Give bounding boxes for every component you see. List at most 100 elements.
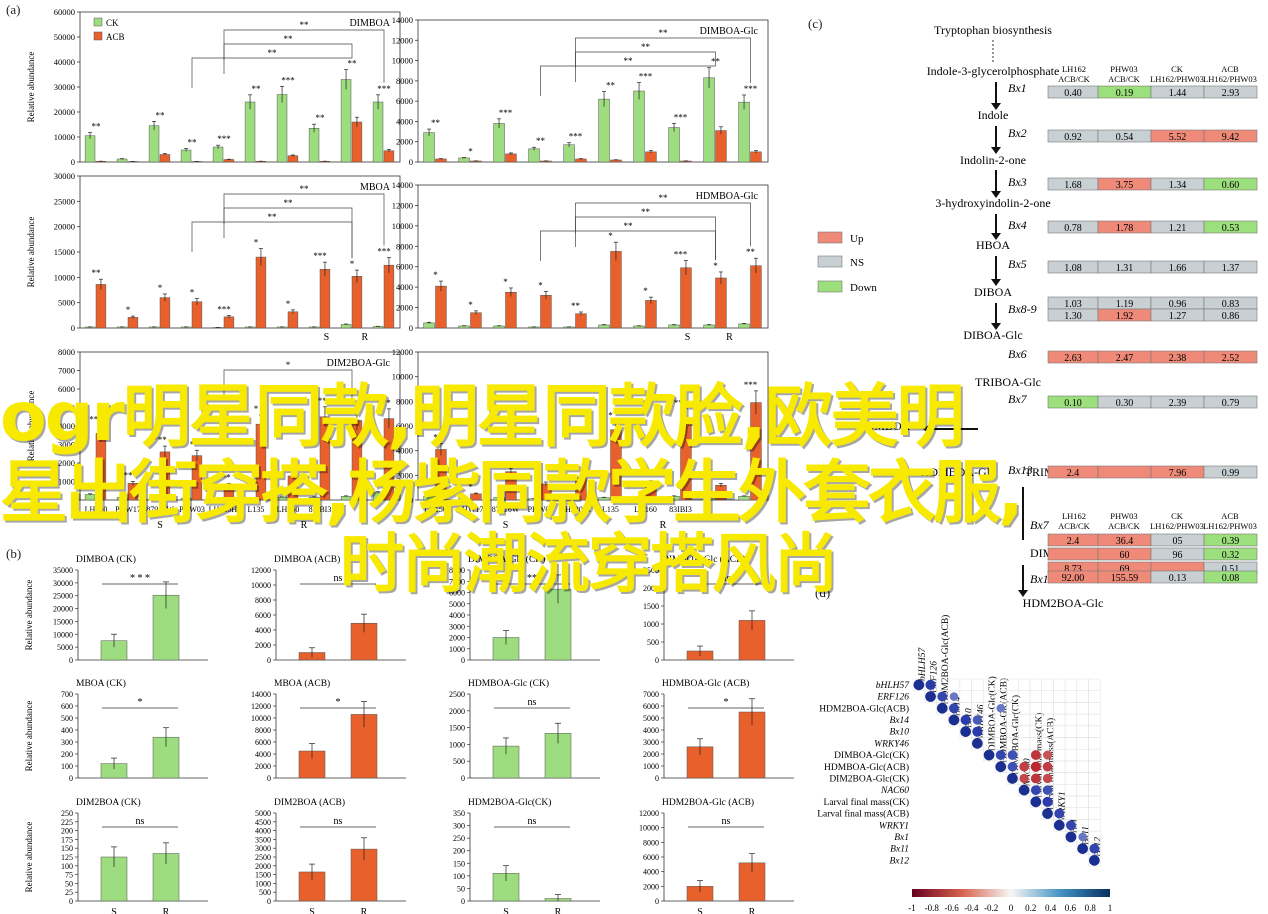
cell-value: 1.92 xyxy=(1116,311,1134,322)
bracket-label: ** xyxy=(268,48,278,58)
grid-cell xyxy=(1064,713,1078,727)
y-tick-label: 20000 xyxy=(54,222,75,232)
grid-cell xyxy=(1041,690,1054,703)
y-tick-label: 4000 xyxy=(643,726,659,735)
chart-title: DIMBOA (ACB) xyxy=(274,554,340,565)
y-tick-label: 0 xyxy=(71,157,75,167)
significance-label: * xyxy=(158,283,163,293)
significance-label: ns xyxy=(722,573,731,584)
bar-ck xyxy=(340,324,352,329)
y-tick-label: 30000 xyxy=(53,579,73,588)
cell-value: 1.37 xyxy=(1222,263,1240,274)
grid-cell xyxy=(1076,725,1089,738)
cell-value: 1.21 xyxy=(1169,223,1187,234)
x-tick-label: LH160 xyxy=(277,505,300,514)
y-tick-label: 5000 xyxy=(255,809,271,818)
enzyme-label: Bx6 xyxy=(1008,347,1027,361)
y-tick-label: 3000 xyxy=(643,738,659,747)
y-tick-label: 7000 xyxy=(58,366,75,376)
y-tick-label: 25000 xyxy=(54,196,75,206)
x-tick-label: LH220Ht xyxy=(209,505,240,514)
cell-value: 1.44 xyxy=(1169,88,1187,99)
chart-title: DIMBOA-Glc (CK) xyxy=(468,554,545,565)
row-label: HDM2BOA-Glc(ACB) xyxy=(819,703,909,714)
significance-bracket xyxy=(575,216,716,260)
significance-label: ** xyxy=(348,59,358,69)
chart-b-3: 0 1000 2000 3000 4000 5000 6000 7000 8000DIMBOA-… xyxy=(449,554,600,665)
x-tick-label: LH220Ht xyxy=(560,505,591,514)
table-header: LH162/PHW03 xyxy=(1203,74,1257,84)
bar-ck xyxy=(340,496,352,501)
cell-value: 0.83 xyxy=(1222,299,1240,310)
grid-cell xyxy=(1064,748,1078,762)
panel-label-b: (b) xyxy=(6,546,22,561)
significance-label: * xyxy=(468,300,473,310)
table-header: ACB xyxy=(1221,511,1239,521)
panel-b-bar-charts: 05000100001500020000250003000035000DIMBO… xyxy=(24,554,794,914)
significance-label: * xyxy=(433,432,438,442)
y-tick-label: 10000 xyxy=(251,581,271,590)
y-tick-label: 10000 xyxy=(54,272,75,282)
y-tick-label: 30000 xyxy=(54,171,75,181)
bar-ck xyxy=(493,123,505,163)
bar-ck xyxy=(423,496,435,501)
significance-label: ns xyxy=(136,816,145,827)
table-header: ACB/CK xyxy=(1058,521,1091,531)
bar-ck xyxy=(633,325,645,329)
y-tick-label: 0 xyxy=(461,656,465,665)
bar-acb xyxy=(287,311,299,329)
significance-bracket xyxy=(223,207,353,259)
significance-label: *** xyxy=(569,132,583,142)
y-tick-label: 0 xyxy=(267,774,271,783)
significance-label: *** xyxy=(217,305,231,315)
significance-label: *** xyxy=(89,414,103,424)
cell-value: 2.63 xyxy=(1064,353,1082,364)
y-tick-label: 75 xyxy=(65,871,73,880)
chart-title: MBOA (ACB) xyxy=(274,678,330,689)
cell-value: 0.32 xyxy=(1222,550,1240,561)
table-header: LH162/PHW03 xyxy=(1203,521,1257,531)
significance-label: * xyxy=(190,287,195,297)
bar-ck xyxy=(276,94,288,163)
grid-cell xyxy=(1064,772,1078,785)
cell-value: 1.30 xyxy=(1064,311,1082,322)
bar-acb xyxy=(540,295,552,329)
y-tick-label: 30000 xyxy=(54,82,75,92)
panel-d-correlation-matrix: bHLH57bHLH57ERF126ERF126HDM2BOA-Glc(ACB)… xyxy=(817,615,1112,913)
significance-label: * xyxy=(254,404,259,414)
grid-cell xyxy=(1088,772,1101,785)
bar-ck xyxy=(212,497,224,501)
row-label: DIM2BOA-Glc(CK) xyxy=(829,773,909,784)
table-header: CK xyxy=(1171,64,1184,74)
significance-label: *** xyxy=(377,84,391,94)
metabolite-hdm2boa-glc: HDM2BOA-Glc xyxy=(1023,596,1104,610)
table-header: ACB/CK xyxy=(1108,521,1141,531)
enzyme-label: Bx1 xyxy=(1008,81,1027,95)
y-tick-label: 6000 xyxy=(58,384,75,394)
y-tick-label: 0 xyxy=(655,656,659,665)
grid-cell xyxy=(1064,690,1078,703)
chart-frame xyxy=(417,184,769,329)
group-label-r: R xyxy=(726,332,733,343)
legend-swatch-acb xyxy=(93,31,103,41)
cell-value: 2.93 xyxy=(1222,88,1240,99)
chart-title: HDMBOA-Glc (CK) xyxy=(468,678,549,689)
arrow-head xyxy=(923,424,930,434)
cell-up xyxy=(1203,350,1258,364)
group-label-s: S xyxy=(685,332,691,343)
colorbar-tick-label: -0.2 xyxy=(984,903,998,913)
row-label: bHLH57 xyxy=(876,681,911,691)
y-axis-label: Relative abundance xyxy=(26,52,36,123)
correlation-dot xyxy=(972,715,983,725)
panel-label-d: (d) xyxy=(815,585,831,600)
significance-bracket xyxy=(191,221,353,259)
arrow-head xyxy=(991,323,1001,330)
chart-title: DIM2BOA-Glc xyxy=(327,358,391,369)
cell-down xyxy=(1203,220,1258,234)
bracket-label: ** xyxy=(641,207,651,217)
pathway-start: Tryptophan biosynthesis xyxy=(934,23,1052,37)
significance-label: * xyxy=(468,482,473,492)
y-tick-label: 100 xyxy=(61,762,73,771)
